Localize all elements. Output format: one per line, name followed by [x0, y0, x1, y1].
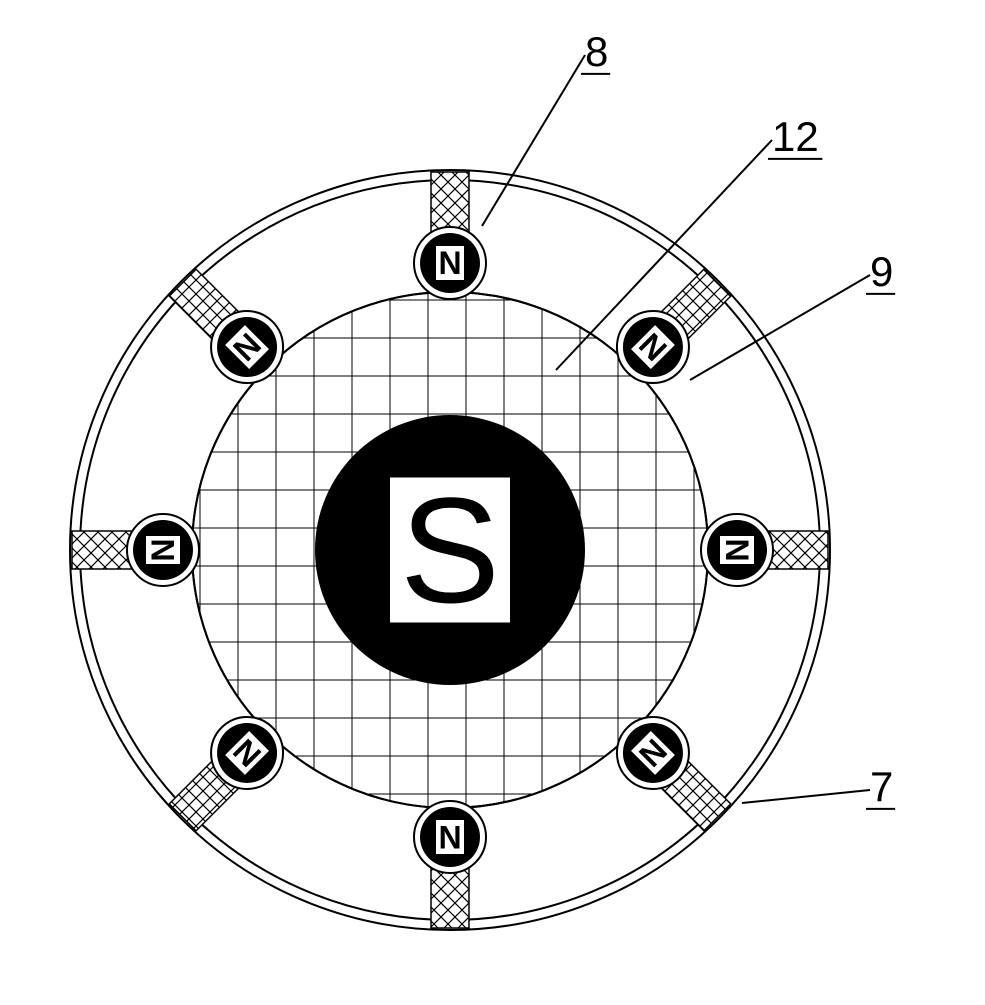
- n-magnet-label: N: [145, 538, 181, 561]
- n-magnet: N: [617, 311, 689, 383]
- center-magnet-label: S: [400, 466, 500, 634]
- callout-leader: [742, 790, 870, 803]
- callout-label: 9: [870, 248, 893, 295]
- engineering-diagram: S N N N N N N N N 8 12 9 7: [0, 0, 985, 1000]
- diagram-root: S N N N N N N N N 8 12 9 7: [0, 0, 985, 1005]
- n-magnet: N: [211, 717, 283, 789]
- n-magnet: N: [617, 717, 689, 789]
- callout-label: 12: [772, 113, 819, 160]
- n-magnet: N: [414, 801, 486, 873]
- callout-label: 8: [585, 28, 608, 75]
- callout-label: 7: [870, 763, 893, 810]
- n-magnet: N: [701, 514, 773, 586]
- n-magnet: N: [127, 514, 199, 586]
- n-magnet: N: [211, 311, 283, 383]
- n-magnet: N: [414, 227, 486, 299]
- n-magnet-label: N: [438, 819, 461, 855]
- n-magnet-label: N: [438, 245, 461, 281]
- n-magnet-label: N: [719, 538, 755, 561]
